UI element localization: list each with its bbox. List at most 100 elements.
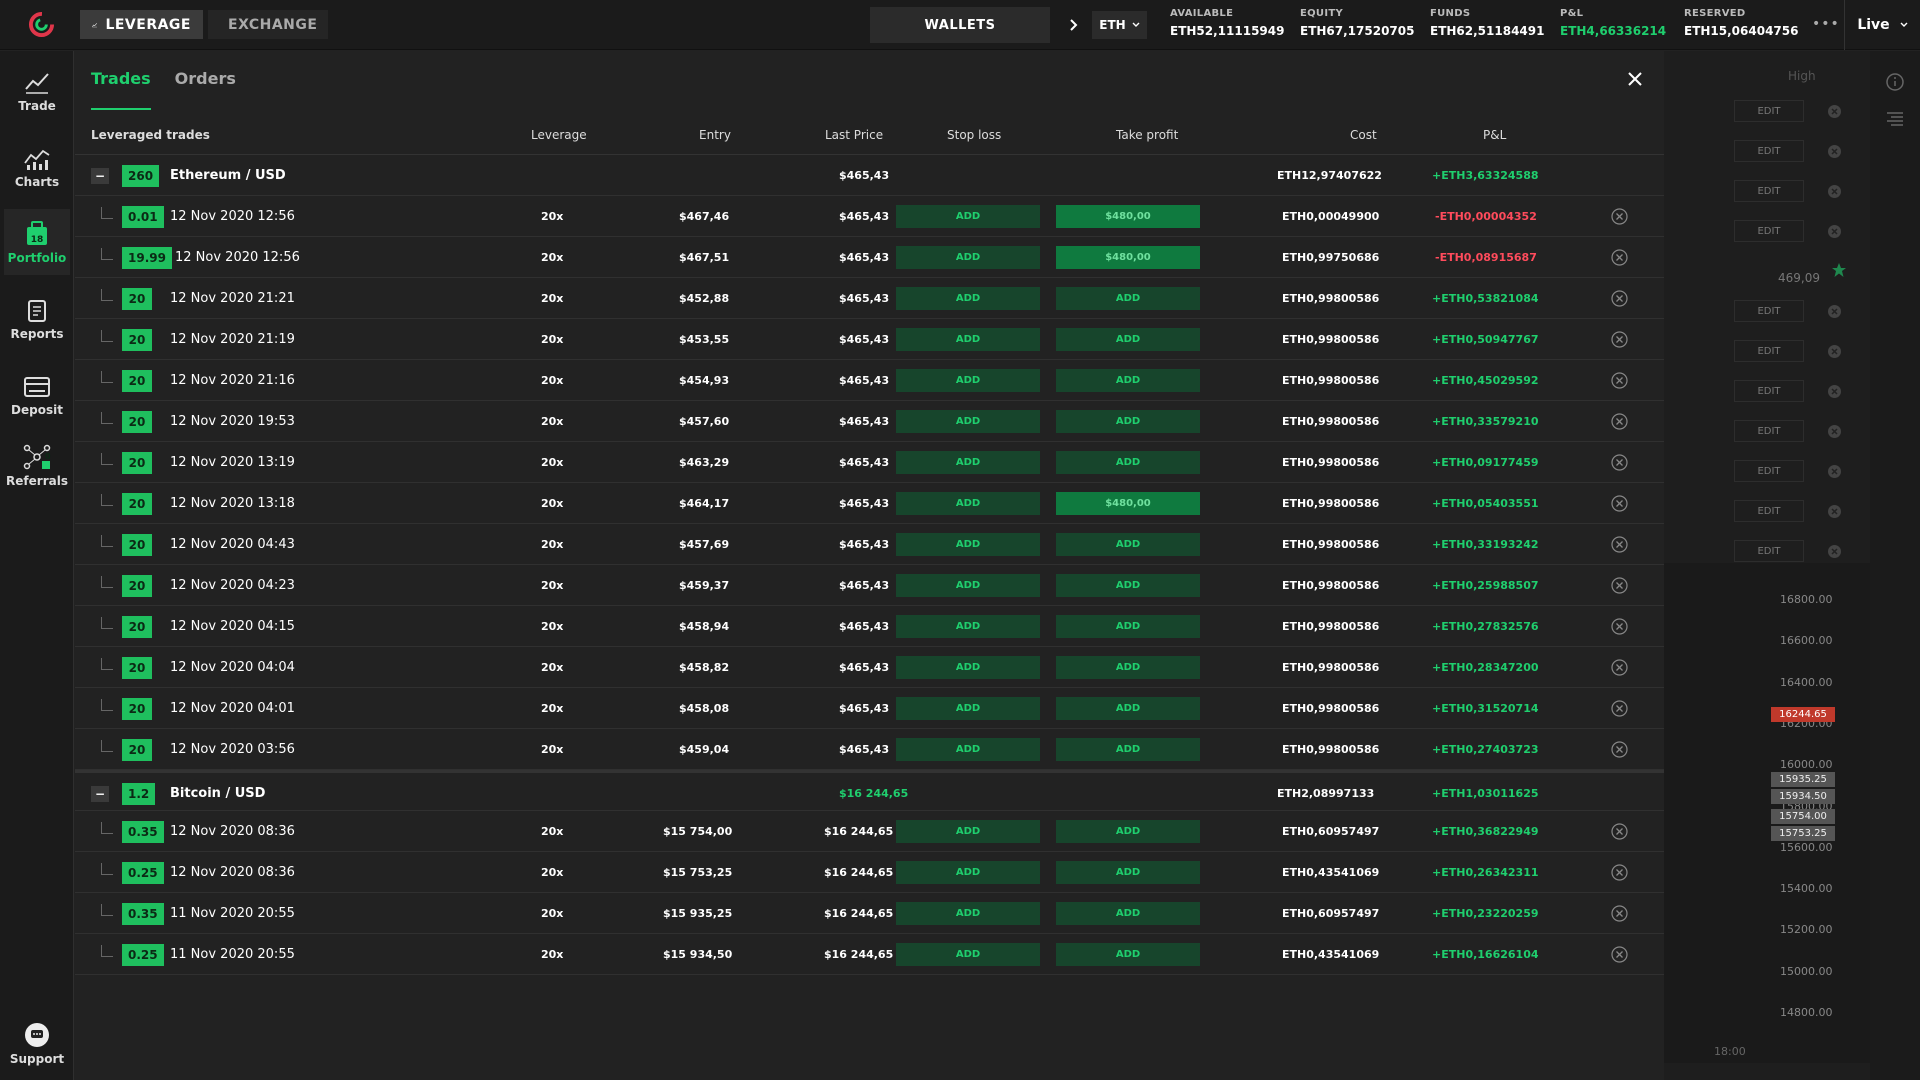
remove-order-icon[interactable] [1827,344,1842,359]
remove-order-icon[interactable] [1827,504,1842,519]
edit-order-button[interactable]: EDIT [1734,140,1804,162]
take-profit-button[interactable]: ADD [1056,615,1200,638]
tab-trades[interactable]: Trades [91,69,151,110]
exchange-mode-button[interactable]: EXCHANGE [208,10,328,39]
stop-loss-button[interactable]: ADD [896,533,1040,556]
stop-loss-button[interactable]: ADD [896,656,1040,679]
support-button[interactable]: Support [4,1011,70,1077]
edit-order-button[interactable]: EDIT [1734,100,1804,122]
stop-loss-button[interactable]: ADD [896,287,1040,310]
stop-loss-button[interactable]: ADD [896,205,1040,228]
take-profit-button[interactable]: ADD [1056,861,1200,884]
take-profit-button[interactable]: $480,00 [1056,246,1200,269]
take-profit-button[interactable]: $480,00 [1056,492,1200,515]
close-trade-icon[interactable] [1611,905,1628,922]
collapse-group-button[interactable]: − [91,168,109,184]
trade-amount-badge: 0.01 [122,206,164,228]
close-trade-icon[interactable] [1611,946,1628,963]
info-icon[interactable] [1886,73,1904,91]
sidebar-item-portfolio[interactable]: 18 Portfolio [4,209,70,275]
close-trade-icon[interactable] [1611,495,1628,512]
close-trade-icon[interactable] [1611,208,1628,225]
stop-loss-button[interactable]: ADD [896,451,1040,474]
close-trade-icon[interactable] [1611,700,1628,717]
close-trade-icon[interactable] [1611,454,1628,471]
edit-order-button[interactable]: EDIT [1734,540,1804,562]
stop-loss-button[interactable]: ADD [896,369,1040,392]
remove-order-icon[interactable] [1827,304,1842,319]
more-options-icon[interactable]: ••• [1812,16,1840,32]
close-trade-icon[interactable] [1611,290,1628,307]
stop-loss-button[interactable]: ADD [896,820,1040,843]
take-profit-button[interactable]: ADD [1056,902,1200,925]
expand-wallets-button[interactable] [1063,10,1085,40]
stop-loss-button[interactable]: ADD [896,574,1040,597]
take-profit-button[interactable]: ADD [1056,410,1200,433]
stop-loss-button[interactable]: ADD [896,861,1040,884]
tab-orders[interactable]: Orders [174,69,236,88]
sidebar-item-charts[interactable]: Charts [4,135,70,201]
close-trade-icon[interactable] [1611,741,1628,758]
stop-loss-button[interactable]: ADD [896,492,1040,515]
close-icon[interactable] [1626,70,1644,88]
remove-order-icon[interactable] [1827,544,1842,559]
close-trade-icon[interactable] [1611,536,1628,553]
remove-order-icon[interactable] [1827,184,1842,199]
take-profit-button[interactable]: ADD [1056,369,1200,392]
remove-order-icon[interactable] [1827,224,1842,239]
close-trade-icon[interactable] [1611,413,1628,430]
remove-order-icon[interactable] [1827,424,1842,439]
take-profit-button[interactable]: ADD [1056,820,1200,843]
list-icon[interactable] [1886,111,1904,127]
logo-icon[interactable] [28,11,55,38]
close-trade-icon[interactable] [1611,331,1628,348]
remove-order-icon[interactable] [1827,384,1842,399]
sidebar-item-referrals[interactable]: 0 Referrals [4,433,70,499]
close-trade-icon[interactable] [1611,618,1628,635]
edit-order-button[interactable]: EDIT [1734,220,1804,242]
edit-order-button[interactable]: EDIT [1734,500,1804,522]
close-trade-icon[interactable] [1611,659,1628,676]
take-profit-button[interactable]: $480,00 [1056,205,1200,228]
sidebar-item-deposit[interactable]: Deposit [4,363,70,429]
stop-loss-button[interactable]: ADD [896,697,1040,720]
currency-value: ETH [1099,18,1126,32]
edit-order-button[interactable]: EDIT [1734,460,1804,482]
edit-order-button[interactable]: EDIT [1734,180,1804,202]
close-trade-icon[interactable] [1611,864,1628,881]
take-profit-button[interactable]: ADD [1056,451,1200,474]
close-trade-icon[interactable] [1611,249,1628,266]
edit-order-button[interactable]: EDIT [1734,380,1804,402]
take-profit-button[interactable]: ADD [1056,574,1200,597]
edit-order-button[interactable]: EDIT [1734,340,1804,362]
live-mode-select[interactable]: Live [1844,0,1920,50]
stop-loss-button[interactable]: ADD [896,738,1040,761]
currency-select[interactable]: ETH [1092,11,1147,39]
sidebar-item-trade[interactable]: Trade [4,59,70,125]
remove-order-icon[interactable] [1827,144,1842,159]
take-profit-button[interactable]: ADD [1056,656,1200,679]
leverage-mode-button[interactable]: LEVERAGE [80,10,203,39]
stop-loss-button[interactable]: ADD [896,410,1040,433]
remove-order-icon[interactable] [1827,104,1842,119]
close-trade-icon[interactable] [1611,372,1628,389]
stop-loss-button[interactable]: ADD [896,615,1040,638]
wallets-button[interactable]: WALLETS [870,7,1050,43]
edit-order-button[interactable]: EDIT [1734,300,1804,322]
collapse-group-button[interactable]: − [91,786,109,802]
stop-loss-button[interactable]: ADD [896,902,1040,925]
take-profit-button[interactable]: ADD [1056,697,1200,720]
stop-loss-button[interactable]: ADD [896,328,1040,351]
take-profit-button[interactable]: ADD [1056,533,1200,556]
close-trade-icon[interactable] [1611,577,1628,594]
take-profit-button[interactable]: ADD [1056,287,1200,310]
sidebar-item-reports[interactable]: Reports [4,287,70,353]
edit-order-button[interactable]: EDIT [1734,420,1804,442]
remove-order-icon[interactable] [1827,464,1842,479]
take-profit-button[interactable]: ADD [1056,328,1200,351]
take-profit-button[interactable]: ADD [1056,738,1200,761]
stop-loss-button[interactable]: ADD [896,246,1040,269]
take-profit-button[interactable]: ADD [1056,943,1200,966]
close-trade-icon[interactable] [1611,823,1628,840]
stop-loss-button[interactable]: ADD [896,943,1040,966]
